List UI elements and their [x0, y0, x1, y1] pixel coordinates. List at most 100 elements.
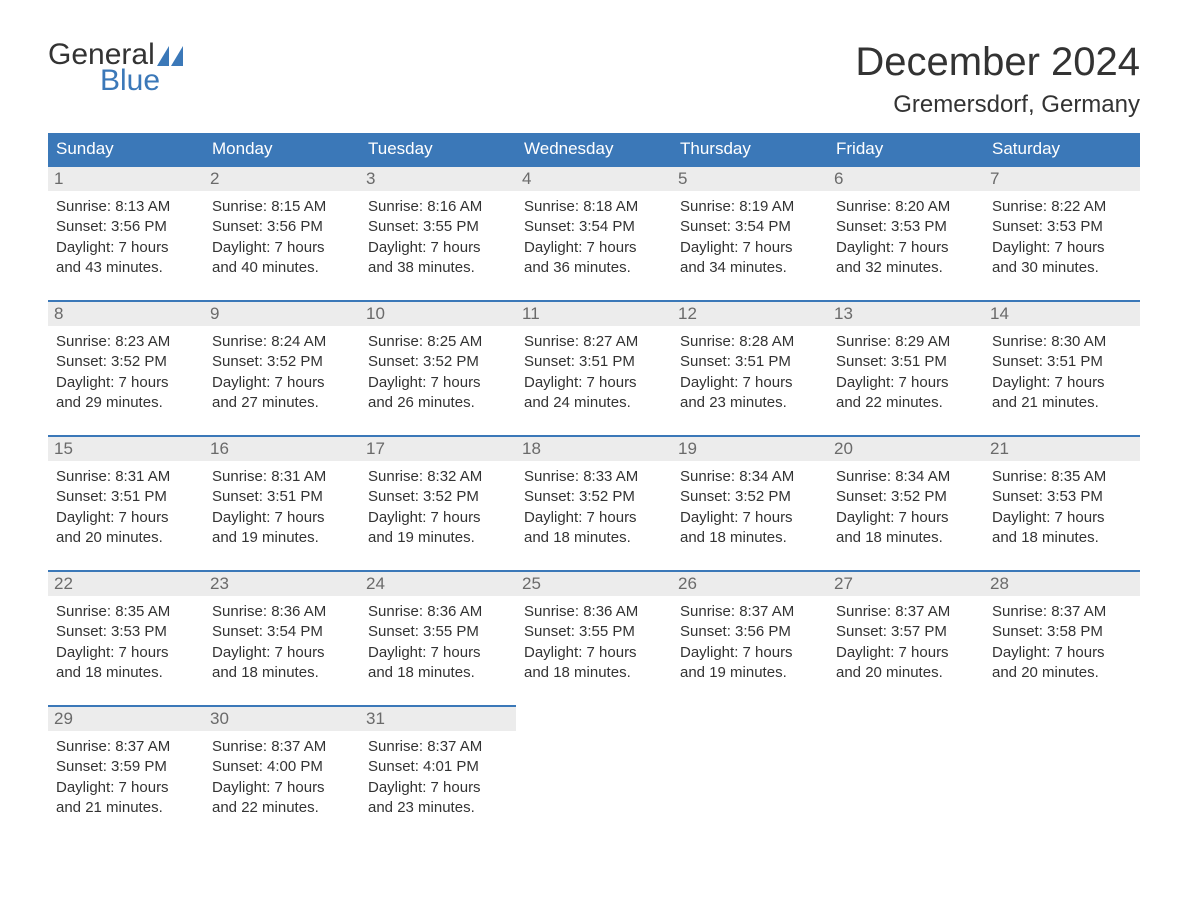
date-number	[516, 705, 672, 731]
sunrise-text: Sunrise: 8:31 AM	[56, 467, 198, 487]
date-number: 9	[204, 300, 360, 326]
calendar-cell: 4Sunrise: 8:18 AMSunset: 3:54 PMDaylight…	[516, 165, 672, 280]
sunrise-text: Sunrise: 8:34 AM	[680, 467, 822, 487]
dl1-text: Daylight: 7 hours	[524, 508, 666, 528]
date-number: 11	[516, 300, 672, 326]
sunrise-text: Sunrise: 8:36 AM	[524, 602, 666, 622]
dl1-text: Daylight: 7 hours	[836, 373, 978, 393]
cell-body: Sunrise: 8:22 AMSunset: 3:53 PMDaylight:…	[984, 191, 1140, 280]
calendar-cell: 3Sunrise: 8:16 AMSunset: 3:55 PMDaylight…	[360, 165, 516, 280]
cell-body: Sunrise: 8:31 AMSunset: 3:51 PMDaylight:…	[48, 461, 204, 550]
cell-body: Sunrise: 8:32 AMSunset: 3:52 PMDaylight:…	[360, 461, 516, 550]
dl1-text: Daylight: 7 hours	[56, 643, 198, 663]
date-number: 4	[516, 165, 672, 191]
sunrise-text: Sunrise: 8:37 AM	[368, 737, 510, 757]
cell-body: Sunrise: 8:37 AMSunset: 3:57 PMDaylight:…	[828, 596, 984, 685]
dl2-text: and 18 minutes.	[212, 663, 354, 683]
cell-body: Sunrise: 8:27 AMSunset: 3:51 PMDaylight:…	[516, 326, 672, 415]
header: General Blue December 2024 Gremersdorf, …	[48, 40, 1140, 119]
dl2-text: and 20 minutes.	[836, 663, 978, 683]
dl1-text: Daylight: 7 hours	[56, 778, 198, 798]
week-row: 15Sunrise: 8:31 AMSunset: 3:51 PMDayligh…	[48, 435, 1140, 550]
dl1-text: Daylight: 7 hours	[524, 373, 666, 393]
cell-body: Sunrise: 8:35 AMSunset: 3:53 PMDaylight:…	[48, 596, 204, 685]
cell-body: Sunrise: 8:15 AMSunset: 3:56 PMDaylight:…	[204, 191, 360, 280]
logo-word-blue: Blue	[48, 66, 183, 96]
sunset-text: Sunset: 3:53 PM	[836, 217, 978, 237]
calendar-cell: 30Sunrise: 8:37 AMSunset: 4:00 PMDayligh…	[204, 705, 360, 820]
calendar-cell: 12Sunrise: 8:28 AMSunset: 3:51 PMDayligh…	[672, 300, 828, 415]
calendar-cell: 23Sunrise: 8:36 AMSunset: 3:54 PMDayligh…	[204, 570, 360, 685]
sunrise-text: Sunrise: 8:28 AM	[680, 332, 822, 352]
calendar-cell: 8Sunrise: 8:23 AMSunset: 3:52 PMDaylight…	[48, 300, 204, 415]
dl2-text: and 18 minutes.	[524, 528, 666, 548]
sunset-text: Sunset: 3:52 PM	[368, 487, 510, 507]
sunrise-text: Sunrise: 8:24 AM	[212, 332, 354, 352]
sunrise-text: Sunrise: 8:37 AM	[680, 602, 822, 622]
day-header-saturday: Saturday	[984, 133, 1140, 165]
dl2-text: and 19 minutes.	[680, 663, 822, 683]
sunset-text: Sunset: 3:51 PM	[524, 352, 666, 372]
dl2-text: and 18 minutes.	[368, 663, 510, 683]
sunset-text: Sunset: 3:51 PM	[836, 352, 978, 372]
sunset-text: Sunset: 3:53 PM	[56, 622, 198, 642]
day-header-monday: Monday	[204, 133, 360, 165]
date-number: 31	[360, 705, 516, 731]
sunset-text: Sunset: 3:52 PM	[836, 487, 978, 507]
week-row: 29Sunrise: 8:37 AMSunset: 3:59 PMDayligh…	[48, 705, 1140, 820]
dl2-text: and 23 minutes.	[680, 393, 822, 413]
calendar-cell: 31Sunrise: 8:37 AMSunset: 4:01 PMDayligh…	[360, 705, 516, 820]
date-number	[672, 705, 828, 731]
dl2-text: and 18 minutes.	[836, 528, 978, 548]
day-header-thursday: Thursday	[672, 133, 828, 165]
sunset-text: Sunset: 3:55 PM	[368, 217, 510, 237]
sunrise-text: Sunrise: 8:22 AM	[992, 197, 1134, 217]
cell-body: Sunrise: 8:31 AMSunset: 3:51 PMDaylight:…	[204, 461, 360, 550]
cell-body: Sunrise: 8:25 AMSunset: 3:52 PMDaylight:…	[360, 326, 516, 415]
calendar-cell	[516, 705, 672, 820]
dl1-text: Daylight: 7 hours	[680, 508, 822, 528]
dl2-text: and 40 minutes.	[212, 258, 354, 278]
sunrise-text: Sunrise: 8:20 AM	[836, 197, 978, 217]
calendar-cell	[828, 705, 984, 820]
location-label: Gremersdorf, Germany	[855, 91, 1140, 119]
cell-body: Sunrise: 8:36 AMSunset: 3:55 PMDaylight:…	[360, 596, 516, 685]
date-number: 13	[828, 300, 984, 326]
sunset-text: Sunset: 3:54 PM	[212, 622, 354, 642]
date-number: 22	[48, 570, 204, 596]
dl2-text: and 27 minutes.	[212, 393, 354, 413]
calendar-cell: 11Sunrise: 8:27 AMSunset: 3:51 PMDayligh…	[516, 300, 672, 415]
sunrise-text: Sunrise: 8:31 AM	[212, 467, 354, 487]
sunset-text: Sunset: 4:00 PM	[212, 757, 354, 777]
dl1-text: Daylight: 7 hours	[368, 238, 510, 258]
date-number: 19	[672, 435, 828, 461]
dl1-text: Daylight: 7 hours	[368, 373, 510, 393]
dl1-text: Daylight: 7 hours	[992, 238, 1134, 258]
date-number: 25	[516, 570, 672, 596]
dl1-text: Daylight: 7 hours	[836, 508, 978, 528]
date-number: 3	[360, 165, 516, 191]
dl2-text: and 18 minutes.	[992, 528, 1134, 548]
dl1-text: Daylight: 7 hours	[524, 238, 666, 258]
date-number: 14	[984, 300, 1140, 326]
dl2-text: and 19 minutes.	[368, 528, 510, 548]
dl2-text: and 36 minutes.	[524, 258, 666, 278]
date-number: 16	[204, 435, 360, 461]
sunset-text: Sunset: 3:54 PM	[680, 217, 822, 237]
cell-body: Sunrise: 8:33 AMSunset: 3:52 PMDaylight:…	[516, 461, 672, 550]
logo: General Blue	[48, 40, 183, 96]
date-number: 15	[48, 435, 204, 461]
sunset-text: Sunset: 3:51 PM	[680, 352, 822, 372]
cell-body: Sunrise: 8:34 AMSunset: 3:52 PMDaylight:…	[828, 461, 984, 550]
calendar-cell: 25Sunrise: 8:36 AMSunset: 3:55 PMDayligh…	[516, 570, 672, 685]
sunrise-text: Sunrise: 8:13 AM	[56, 197, 198, 217]
sunset-text: Sunset: 3:55 PM	[524, 622, 666, 642]
cell-body: Sunrise: 8:16 AMSunset: 3:55 PMDaylight:…	[360, 191, 516, 280]
sunset-text: Sunset: 3:56 PM	[680, 622, 822, 642]
sunrise-text: Sunrise: 8:18 AM	[524, 197, 666, 217]
calendar-cell: 9Sunrise: 8:24 AMSunset: 3:52 PMDaylight…	[204, 300, 360, 415]
dl1-text: Daylight: 7 hours	[368, 643, 510, 663]
dl2-text: and 22 minutes.	[212, 798, 354, 818]
calendar-cell: 2Sunrise: 8:15 AMSunset: 3:56 PMDaylight…	[204, 165, 360, 280]
sunrise-text: Sunrise: 8:37 AM	[836, 602, 978, 622]
